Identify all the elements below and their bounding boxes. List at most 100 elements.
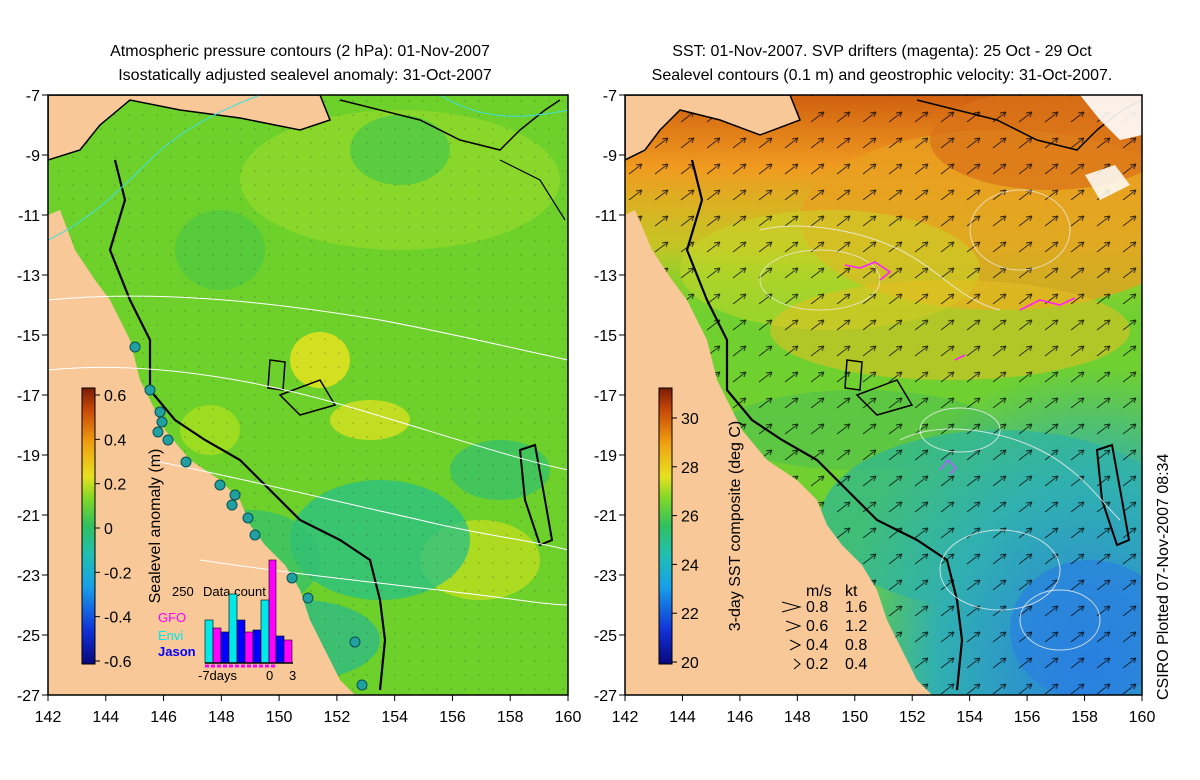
right-lon-tick: 154 [956,709,983,726]
right-lon-tick: 150 [841,709,868,726]
left-lon-tick: 152 [324,709,351,726]
right-lon-tick: 156 [1014,709,1041,726]
left-colorbar-tick: -0.6 [104,654,132,671]
right-lon-tick: 144 [669,709,696,726]
left-lon-tick: 160 [555,709,582,726]
speed-legend-kt: 0.8 [845,637,867,654]
speed-legend-arrow [793,658,801,670]
right-colorbar-tick: 20 [681,655,699,672]
left-lat-tick: -11 [18,208,40,225]
inset-x-end: 3 [289,668,296,683]
data-count-inset: Data count 250 -7days 0 3 GFO [158,559,296,683]
speed-legend-ms: 0.4 [806,637,828,654]
coastal-stations [129,341,368,691]
right-australia-land [625,210,932,695]
plot-credit: CSIRO Plotted 07-Nov-2007 08:34 [1155,454,1172,700]
right-title-line2: Sealevel contours (0.1 m) and geostrophi… [652,67,1113,84]
speed-legend-arrow [789,639,802,651]
right-lon-tick: 158 [1071,709,1098,726]
right-lon-tick: 148 [784,709,811,726]
right-colorbar [658,387,673,665]
right-lat-tick: -13 [594,268,617,285]
right-lon-tick: 152 [899,709,926,726]
left-panel: Atmospheric pressure contours (2 hPa): 0… [47,43,569,696]
left-colorbar-tick: -0.4 [104,610,132,627]
left-lon-tick: 146 [150,709,177,726]
inset-x-zero: 0 [266,668,273,683]
left-lon-tick: 154 [381,709,408,726]
inset-legend-envi: Envi [158,628,183,643]
right-colorbar-tick: 26 [681,509,699,526]
right-papua-land [625,95,801,161]
right-lat-tick: -11 [595,208,617,225]
left-lat-tick: -13 [17,268,40,285]
speed-legend-header-kt: kt [845,583,858,600]
inset-y-tick: 250 [172,584,194,599]
left-lat-tick: -7 [26,88,40,105]
drifter-track [1019,297,1076,311]
right-panel: SST: 01-Nov-2007. SVP drifters (magenta)… [624,43,1172,700]
left-lon-tick: 142 [35,709,62,726]
left-colorbar-tick: 0.4 [104,432,126,449]
right-lat-tick: -17 [594,388,617,405]
left-lat-tick: -27 [17,688,40,705]
left-lat-tick: -19 [17,448,40,465]
left-title-line1: Atmospheric pressure contours (2 hPa): 0… [110,43,490,60]
left-title-line2: Isostatically adjusted sealevel anomaly:… [118,67,492,84]
left-lat-tick: -9 [26,148,40,165]
left-lon-tick: 144 [92,709,119,726]
left-lat-tick: -23 [17,568,40,585]
right-colorbar-tick: 28 [681,460,699,477]
left-lat-tick: -25 [17,628,40,645]
right-lat-tick: -9 [603,148,617,165]
inset-title: Data count [203,584,266,599]
speed-legend-kt: 0.4 [845,656,867,673]
inset-legend-gfo: GFO [158,610,186,625]
right-lat-tick: -23 [594,568,617,585]
right-lat-tick: -25 [594,628,617,645]
right-colorbar-tick: 22 [681,606,699,623]
right-lat-tick: -21 [594,508,617,525]
left-lat-tick: -15 [17,328,40,345]
speed-legend-header-ms: m/s [806,583,832,600]
left-colorbar-tick: -0.2 [104,565,132,582]
speed-legend-ms: 0.8 [806,599,828,616]
left-colorbar-tick: 0 [104,521,113,538]
left-colorbar [81,387,96,665]
longitude-ticks: 142 142 144 144 146 146 148 148 150 150 152 152 154 1… [35,695,1156,726]
inset-legend-jason: Jason [158,644,196,659]
left-lon-tick: 156 [439,709,466,726]
left-map [48,95,568,695]
right-map [625,95,1142,695]
right-colorbar-label: 3-day SST composite (deg C) [727,421,744,631]
left-lon-tick: 148 [208,709,235,726]
speed-legend-arrow [785,620,802,632]
latitude-ticks: -7 -7 -9 -9 -11 -11 -13 -13 -15 -15 -17 -17 -19 -19 -2… [17,88,625,705]
right-colorbar-tick: 24 [681,557,699,574]
speed-legend-arrow [781,601,802,613]
right-lon-tick: 160 [1129,709,1156,726]
left-lon-tick: 150 [266,709,293,726]
left-colorbar-tick: 0.6 [104,388,126,405]
left-colorbar-tick: 0.2 [104,477,126,494]
right-lon-tick: 142 [612,709,639,726]
australia-land [48,210,355,695]
right-lat-tick: -19 [594,448,617,465]
drifter-track [844,261,892,281]
right-lon-tick: 146 [727,709,754,726]
drifter-track [954,354,966,361]
speed-legend-ms: 0.2 [806,656,828,673]
papua-new-guinea-land [48,95,331,161]
speed-legend: m/s kt 0.8 1.6 0.6 1.2 0.4 0.8 0.2 0.4 [781,583,867,673]
right-title-line1: SST: 01-Nov-2007. SVP drifters (magenta)… [672,43,1092,60]
drifter-track [939,458,958,475]
inset-x-start: -7days [198,668,238,683]
speed-legend-kt: 1.2 [845,618,867,635]
right-lat-tick: -15 [594,328,617,345]
left-lon-tick: 158 [497,709,524,726]
right-colorbar-tick: 30 [681,411,699,428]
right-colorbar-ticks: 30 28 26 24 22 20 [672,411,699,672]
right-lat-tick: -27 [594,688,617,705]
left-colorbar-ticks: 0.6 0.4 0.2 0 -0.2 -0.4 -0.6 [95,388,132,671]
